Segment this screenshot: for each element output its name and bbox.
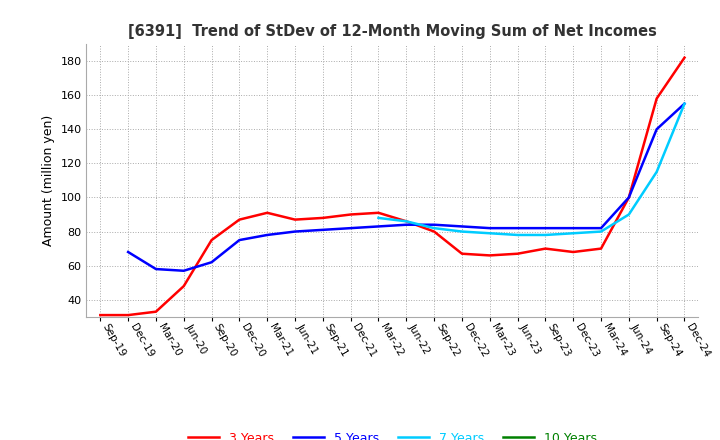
3 Years — [430, 229, 438, 234]
5 Years — [485, 225, 494, 231]
7 Years — [513, 232, 522, 238]
5 Years — [652, 127, 661, 132]
7 Years — [652, 169, 661, 175]
3 Years — [207, 238, 216, 243]
Title: [6391]  Trend of StDev of 12-Month Moving Sum of Net Incomes: [6391] Trend of StDev of 12-Month Moving… — [128, 24, 657, 39]
7 Years — [624, 212, 633, 217]
5 Years — [430, 222, 438, 227]
3 Years — [96, 312, 104, 318]
3 Years — [485, 253, 494, 258]
7 Years — [541, 232, 550, 238]
5 Years — [207, 260, 216, 265]
5 Years — [374, 224, 383, 229]
3 Years — [597, 246, 606, 251]
5 Years — [124, 249, 132, 255]
7 Years — [374, 215, 383, 220]
3 Years — [402, 219, 410, 224]
5 Years — [569, 225, 577, 231]
7 Years — [569, 231, 577, 236]
5 Years — [624, 195, 633, 200]
3 Years — [124, 312, 132, 318]
Line: 5 Years: 5 Years — [128, 104, 685, 271]
3 Years — [624, 195, 633, 200]
5 Years — [541, 225, 550, 231]
3 Years — [179, 283, 188, 289]
5 Years — [513, 225, 522, 231]
7 Years — [680, 101, 689, 106]
Line: 3 Years: 3 Years — [100, 58, 685, 315]
3 Years — [569, 249, 577, 255]
3 Years — [318, 215, 327, 220]
3 Years — [680, 55, 689, 60]
3 Years — [235, 217, 243, 222]
7 Years — [597, 229, 606, 234]
7 Years — [430, 225, 438, 231]
5 Years — [263, 232, 271, 238]
5 Years — [346, 225, 355, 231]
7 Years — [458, 229, 467, 234]
3 Years — [513, 251, 522, 257]
5 Years — [152, 266, 161, 271]
5 Years — [235, 238, 243, 243]
5 Years — [291, 229, 300, 234]
3 Years — [152, 309, 161, 314]
Line: 7 Years: 7 Years — [379, 104, 685, 235]
5 Years — [458, 224, 467, 229]
Legend: 3 Years, 5 Years, 7 Years, 10 Years: 3 Years, 5 Years, 7 Years, 10 Years — [183, 427, 602, 440]
3 Years — [263, 210, 271, 216]
5 Years — [179, 268, 188, 273]
7 Years — [402, 219, 410, 224]
7 Years — [485, 231, 494, 236]
3 Years — [291, 217, 300, 222]
3 Years — [652, 96, 661, 101]
3 Years — [458, 251, 467, 257]
5 Years — [597, 225, 606, 231]
3 Years — [541, 246, 550, 251]
3 Years — [374, 210, 383, 216]
Y-axis label: Amount (million yen): Amount (million yen) — [42, 115, 55, 246]
3 Years — [346, 212, 355, 217]
5 Years — [680, 101, 689, 106]
5 Years — [402, 222, 410, 227]
5 Years — [318, 227, 327, 232]
